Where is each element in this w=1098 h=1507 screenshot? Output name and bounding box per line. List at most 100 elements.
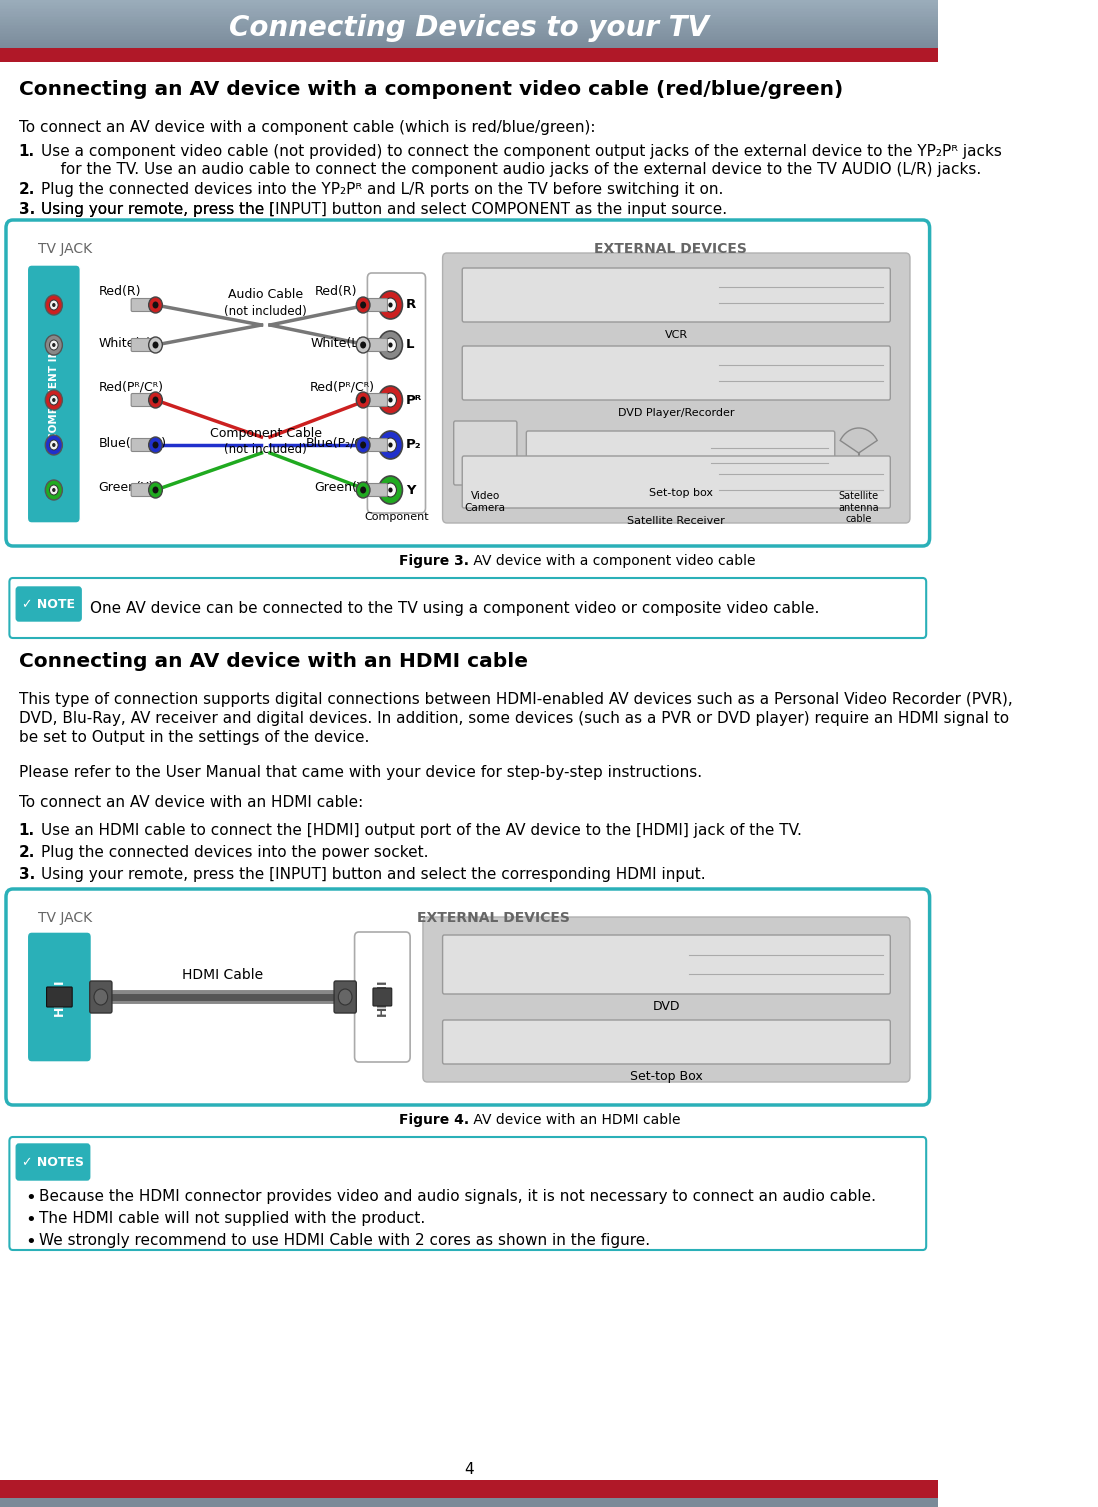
Circle shape	[45, 481, 63, 500]
Bar	[0, 44, 938, 45]
Circle shape	[338, 989, 352, 1005]
Circle shape	[45, 390, 63, 410]
Circle shape	[379, 431, 403, 460]
Text: Red(Pᴿ/Cᴿ): Red(Pᴿ/Cᴿ)	[310, 380, 374, 393]
Text: Using your remote, press the [​INPUT​] button and select ​COMPONENT​ as the inpu: Using your remote, press the [​INPUT​] b…	[41, 202, 727, 217]
Bar	[0, 8, 938, 9]
Text: Component Cable: Component Cable	[210, 426, 322, 440]
Bar	[0, 35, 938, 36]
FancyBboxPatch shape	[10, 1136, 927, 1249]
Text: The HDMI cable will not supplied with the product.: The HDMI cable will not supplied with th…	[40, 1212, 426, 1227]
Text: Pᴿ: Pᴿ	[406, 393, 422, 407]
Circle shape	[49, 300, 58, 310]
Bar	[0, 30, 938, 32]
Bar	[0, 21, 938, 23]
Text: Green(Y): Green(Y)	[314, 482, 370, 494]
Bar	[0, 50, 938, 51]
Circle shape	[360, 342, 366, 348]
FancyBboxPatch shape	[462, 347, 890, 399]
Circle shape	[356, 437, 370, 454]
Text: Audio Cable: Audio Cable	[228, 288, 303, 301]
Circle shape	[389, 443, 393, 448]
Text: (not included): (not included)	[224, 304, 307, 318]
Text: To connect an AV device with an HDMI cable:: To connect an AV device with an HDMI cab…	[19, 796, 363, 809]
Circle shape	[153, 301, 158, 309]
Circle shape	[379, 386, 403, 414]
Circle shape	[52, 344, 56, 347]
Text: 1.: 1.	[19, 145, 35, 160]
Text: 1.: 1.	[19, 823, 35, 838]
Text: Plug the connected devices into the power socket.: Plug the connected devices into the powe…	[41, 845, 428, 860]
FancyBboxPatch shape	[5, 220, 930, 546]
Bar	[0, 20, 938, 21]
Circle shape	[52, 443, 56, 448]
Circle shape	[389, 398, 393, 402]
Circle shape	[52, 488, 56, 491]
Bar	[0, 51, 938, 53]
Bar	[0, 32, 938, 33]
Bar	[0, 29, 938, 30]
Text: 2.: 2.	[19, 182, 35, 197]
Circle shape	[49, 440, 58, 451]
Text: TV JACK: TV JACK	[38, 243, 92, 256]
Circle shape	[153, 396, 158, 404]
Wedge shape	[840, 428, 877, 454]
Circle shape	[94, 989, 108, 1005]
FancyBboxPatch shape	[131, 339, 153, 351]
Circle shape	[356, 338, 370, 353]
FancyBboxPatch shape	[366, 439, 388, 452]
Text: 3.: 3.	[19, 867, 35, 882]
Bar	[0, 41, 938, 42]
Bar	[0, 2, 938, 3]
Text: Because the HDMI connector provides video and audio signals, it is not necessary: Because the HDMI connector provides vide…	[40, 1189, 876, 1204]
FancyBboxPatch shape	[442, 253, 910, 523]
Text: AV device with an HDMI cable: AV device with an HDMI cable	[469, 1114, 681, 1127]
Circle shape	[153, 487, 158, 493]
Circle shape	[384, 439, 396, 452]
Text: Please refer to the User Manual that came with your device for step-by-step inst: Please refer to the User Manual that cam…	[19, 766, 702, 781]
Bar	[0, 48, 938, 50]
Bar	[0, 39, 938, 41]
Bar	[0, 0, 938, 2]
Text: P₂: P₂	[406, 439, 422, 452]
Bar	[0, 17, 938, 18]
Text: EXTERNAL DEVICES: EXTERNAL DEVICES	[594, 243, 747, 256]
Bar	[0, 14, 938, 15]
Circle shape	[384, 484, 396, 497]
Bar	[0, 42, 938, 44]
Text: DVD, Blu-Ray, AV receiver and digital devices. In addition, some devices (such a: DVD, Blu-Ray, AV receiver and digital de…	[19, 711, 1009, 726]
FancyBboxPatch shape	[90, 981, 112, 1013]
FancyBboxPatch shape	[334, 981, 356, 1013]
Circle shape	[360, 396, 366, 404]
Text: Use an HDMI cable to connect the [HDMI] output port of the AV device to the [HDM: Use an HDMI cable to connect the [HDMI] …	[41, 823, 802, 838]
FancyBboxPatch shape	[27, 265, 80, 523]
Circle shape	[49, 341, 58, 350]
Circle shape	[379, 291, 403, 319]
Circle shape	[148, 338, 163, 353]
Text: Using your remote, press the [INPUT] button and select the corresponding HDMI in: Using your remote, press the [INPUT] but…	[41, 867, 706, 882]
Text: To connect an AV device with a component cable (which is red/blue/green):: To connect an AV device with a component…	[19, 121, 595, 136]
Text: DVD: DVD	[652, 1001, 680, 1013]
Text: EXTERNAL DEVICES: EXTERNAL DEVICES	[417, 912, 570, 925]
Bar	[0, 24, 938, 26]
Bar	[0, 5, 938, 6]
Text: Green(Y): Green(Y)	[98, 482, 154, 494]
Text: AV device with a component video cable: AV device with a component video cable	[469, 555, 755, 568]
FancyBboxPatch shape	[526, 431, 834, 481]
Bar	[0, 45, 938, 47]
Text: Set-top Box: Set-top Box	[630, 1070, 703, 1084]
FancyBboxPatch shape	[423, 916, 910, 1082]
FancyBboxPatch shape	[131, 484, 153, 496]
Text: 4: 4	[464, 1462, 474, 1477]
Bar	[0, 60, 938, 62]
Circle shape	[45, 436, 63, 455]
Bar	[0, 15, 938, 17]
FancyBboxPatch shape	[5, 889, 930, 1105]
Text: Set-top box: Set-top box	[649, 488, 713, 497]
Circle shape	[356, 482, 370, 497]
FancyBboxPatch shape	[368, 273, 426, 512]
FancyBboxPatch shape	[442, 934, 890, 995]
Text: for the TV. Use an audio cable to connect the component audio jacks of the exter: for the TV. Use an audio cable to connec…	[41, 161, 982, 176]
Circle shape	[148, 297, 163, 313]
Text: This type of connection supports digital connections between HDMI-enabled AV dev: This type of connection supports digital…	[19, 692, 1012, 707]
